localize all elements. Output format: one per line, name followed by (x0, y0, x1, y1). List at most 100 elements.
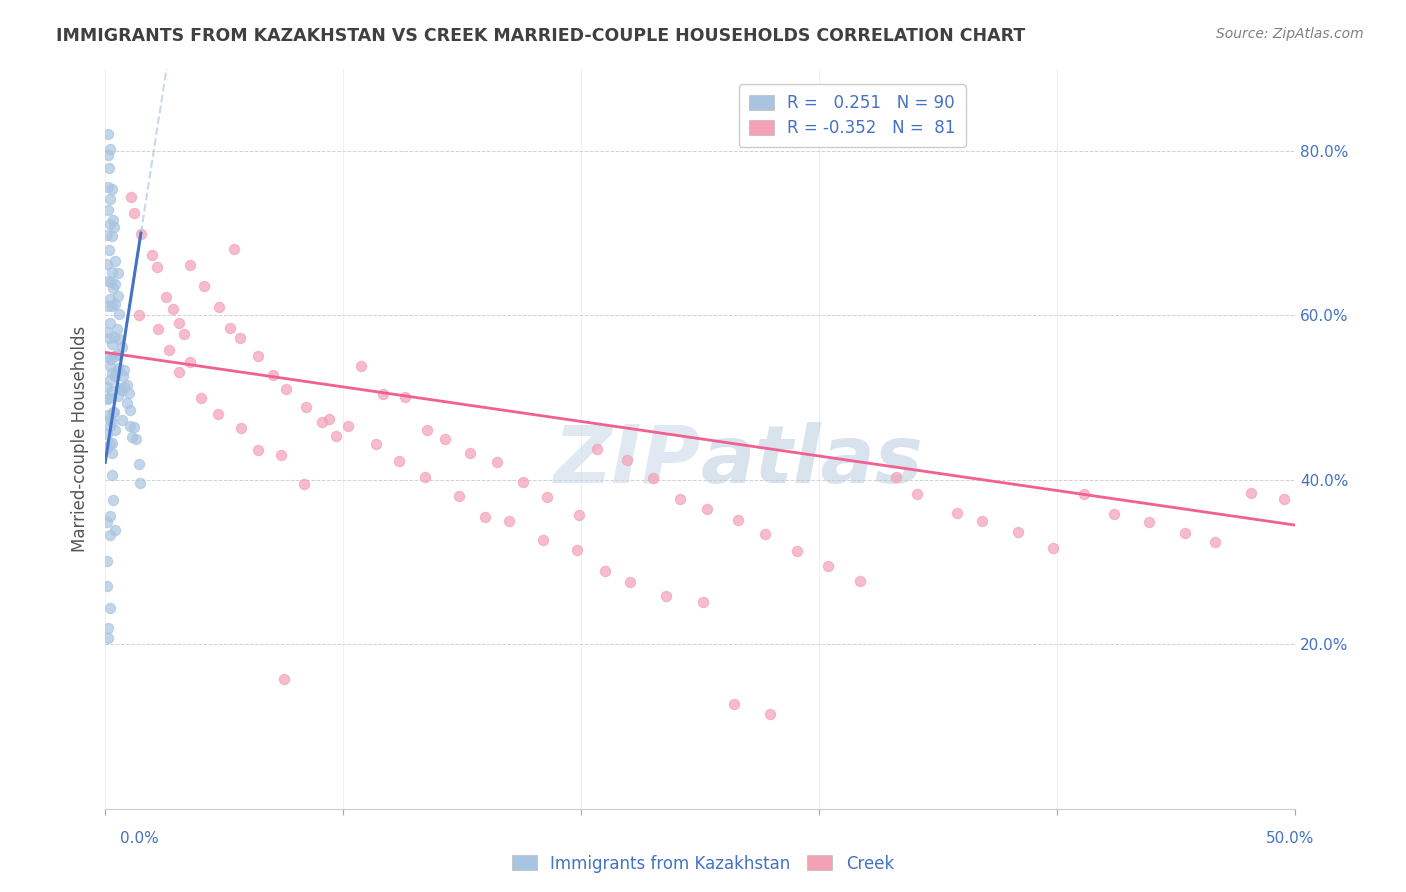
Point (101, 446, 124, 460)
Point (292, 477, 315, 491)
Point (350, 359, 373, 374)
Point (128, 458, 150, 472)
Point (669, 492, 692, 507)
Point (193, 278, 215, 293)
Y-axis label: Married-couple Households: Married-couple Households (72, 326, 89, 552)
Point (98, 243, 121, 257)
Point (100, 366, 122, 380)
Legend: Immigrants from Kazakhstan, Creek: Immigrants from Kazakhstan, Creek (505, 848, 901, 880)
Point (474, 509, 496, 524)
Point (336, 418, 359, 433)
Point (531, 533, 554, 548)
Point (111, 383, 134, 397)
Point (98, 359, 121, 373)
Point (111, 340, 134, 354)
Point (96, 441, 118, 455)
Point (96, 554, 118, 568)
Point (107, 288, 129, 302)
Point (294, 401, 316, 415)
Point (371, 387, 394, 401)
Point (96, 257, 118, 271)
Point (512, 475, 534, 490)
Point (723, 698, 745, 712)
Point (98, 391, 121, 405)
Point (108, 381, 131, 395)
Point (179, 355, 201, 369)
Text: ZIP: ZIP (553, 422, 700, 500)
Point (593, 564, 616, 578)
Point (1240, 486, 1263, 500)
Point (112, 380, 135, 394)
Point (96, 392, 118, 407)
Point (485, 455, 508, 469)
Point (111, 413, 134, 427)
Point (433, 433, 456, 447)
Point (98, 331, 121, 345)
Point (111, 368, 134, 383)
Point (98, 412, 121, 426)
Point (98, 527, 121, 541)
Point (96, 227, 118, 242)
Point (101, 281, 124, 295)
Point (98, 142, 121, 156)
Point (262, 368, 284, 383)
Point (146, 260, 169, 275)
Point (97, 351, 120, 365)
Point (754, 527, 776, 541)
Point (1204, 535, 1226, 549)
Point (101, 436, 124, 450)
Point (101, 228, 124, 243)
Point (107, 389, 129, 403)
Point (96, 515, 118, 529)
Point (364, 436, 387, 450)
Point (849, 574, 872, 588)
Point (141, 247, 163, 261)
Point (97, 299, 120, 313)
Point (98, 292, 121, 306)
Point (98, 509, 121, 524)
Legend: R =   0.251   N = 90, R = -0.352   N =  81: R = 0.251 N = 90, R = -0.352 N = 81 (740, 84, 966, 147)
Point (101, 415, 124, 429)
Point (118, 385, 141, 400)
Point (146, 322, 169, 336)
Point (105, 347, 128, 361)
Point (129, 475, 152, 490)
Point (101, 405, 124, 419)
Point (100, 468, 122, 483)
Point (1007, 525, 1029, 540)
Point (97, 179, 120, 194)
Point (945, 506, 967, 520)
Point (208, 300, 231, 314)
Point (1272, 492, 1295, 507)
Point (311, 415, 333, 429)
Point (125, 432, 148, 446)
Point (449, 490, 471, 504)
Point (1174, 526, 1197, 541)
Point (190, 391, 212, 405)
Point (103, 213, 125, 227)
Point (536, 490, 558, 504)
Point (98, 217, 121, 231)
Point (1042, 541, 1064, 556)
Point (115, 378, 138, 392)
Point (167, 316, 190, 330)
Point (108, 332, 131, 346)
Point (100, 299, 122, 313)
Point (101, 337, 124, 351)
Point (101, 265, 124, 279)
Point (97, 632, 120, 646)
Point (98, 193, 121, 207)
Point (273, 673, 295, 687)
Point (103, 219, 125, 234)
Point (97, 409, 120, 423)
Point (97, 274, 120, 288)
Point (415, 423, 437, 437)
Point (884, 470, 907, 484)
Point (96, 148, 118, 162)
Point (118, 418, 141, 433)
Text: 0.0%: 0.0% (120, 831, 159, 847)
Point (96, 325, 118, 339)
Text: Source: ZipAtlas.com: Source: ZipAtlas.com (1216, 27, 1364, 41)
Point (122, 205, 145, 219)
Point (112, 362, 135, 376)
